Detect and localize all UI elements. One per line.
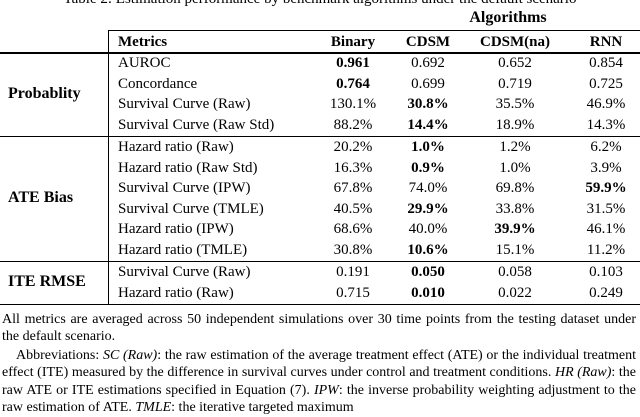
metric: Hazard ratio (Raw Std) [118,159,258,176]
cell: 0.9% [411,159,445,176]
cell: 0.725 [589,75,623,92]
cell: 0.050 [411,264,445,280]
caption: Table 2: Estimation performance by bench… [0,0,640,9]
cell: 130.1% [329,96,377,113]
metric: Concordance [118,75,198,92]
metric: Hazard ratio (TMLE) [118,241,248,258]
cell: 0.652 [498,55,532,71]
cell: 18.9% [495,116,535,133]
cell: 0.058 [498,264,532,280]
note: All metrics are averaged across 50 indep… [2,311,636,345]
cell: 68.6% [333,221,373,238]
rule [0,261,640,262]
group-label: ATE Bias [8,189,74,207]
metric: Hazard ratio (Raw) [118,138,234,155]
rule [0,303,640,306]
column-header: Binary [330,34,376,50]
cell: 0.699 [411,75,445,92]
definition: : the raw estimation of the average trea… [2,347,636,381]
definition: : the iterative targeted maximum [171,400,354,416]
term: IPW [313,382,339,398]
cell: 30.8% [333,241,373,258]
cell: 0.719 [498,75,532,92]
cell: 20.2% [333,138,373,155]
metric: Survival Curve (IPW) [118,180,251,197]
cell: 0.022 [498,284,532,301]
group-header: Algorithms [469,9,547,26]
group-label: ITE RMSE [8,273,86,291]
cell: 46.9% [586,96,626,113]
cell: 1.0% [499,159,531,176]
abbreviations: Abbreviations: SC (Raw): the raw estimat… [2,347,636,417]
cell: 1.2% [499,138,531,155]
cell: 14.3% [586,116,626,133]
cell: 11.2% [586,241,626,258]
cell: 0.103 [589,264,623,280]
cell: 0.191 [336,264,370,280]
rule [0,135,640,137]
column-header: CDSM [405,34,451,50]
cell: 0.692 [411,55,445,71]
cell: 74.0% [408,180,448,197]
rule [0,52,640,54]
cell: 88.2% [333,116,373,133]
group-label: Probablity [8,84,81,102]
column-header: Metrics [118,34,168,50]
column-header: RNN [589,34,623,50]
cell: 30.8% [407,96,449,113]
metric: Survival Curve (TMLE) [118,200,264,217]
term: SC (Raw) [102,347,158,363]
metric: AUROC [118,55,171,71]
term: HR (Raw) [554,365,612,381]
cell: 69.8% [495,180,535,197]
cell: 10.6% [407,241,449,258]
cell: 40.0% [408,221,448,238]
metric: Survival Curve (Raw) [118,96,251,113]
cell: 0.961 [336,55,370,71]
abbreviations-label: Abbreviations: [16,347,100,363]
cell: 0.764 [336,75,370,92]
cell: 29.9% [407,200,449,217]
cell: 0.010 [411,284,445,301]
metric: Survival Curve (Raw) [118,264,251,280]
cell: 35.5% [495,96,535,113]
metric: Hazard ratio (IPW) [118,221,234,238]
cell: 39.9% [494,221,536,238]
cell: 16.3% [333,159,373,176]
cell: 14.4% [407,116,449,133]
cell: 40.5% [333,200,373,217]
cell: 1.0% [411,138,445,155]
cell: 31.5% [586,200,626,217]
cell: 33.8% [495,200,535,217]
cell: 59.9% [585,180,627,197]
cell: 3.9% [590,159,622,176]
metric: Survival Curve (Raw Std) [118,116,275,133]
cell: 0.249 [589,284,623,301]
cell: 0.715 [336,284,370,301]
vertical-rule [108,30,109,304]
metric: Hazard ratio (Raw) [118,284,234,301]
cell: 6.2% [590,138,622,155]
cell: 67.8% [333,180,373,197]
definition: : the raw ATE or ITE estimations specifi… [2,365,636,398]
column-header: CDSM(na) [480,34,550,50]
cell: 46.1% [586,221,626,238]
cell: 0.854 [589,55,623,71]
rule [108,30,640,31]
term: TMLE [135,400,172,416]
cell: 15.1% [495,241,535,258]
